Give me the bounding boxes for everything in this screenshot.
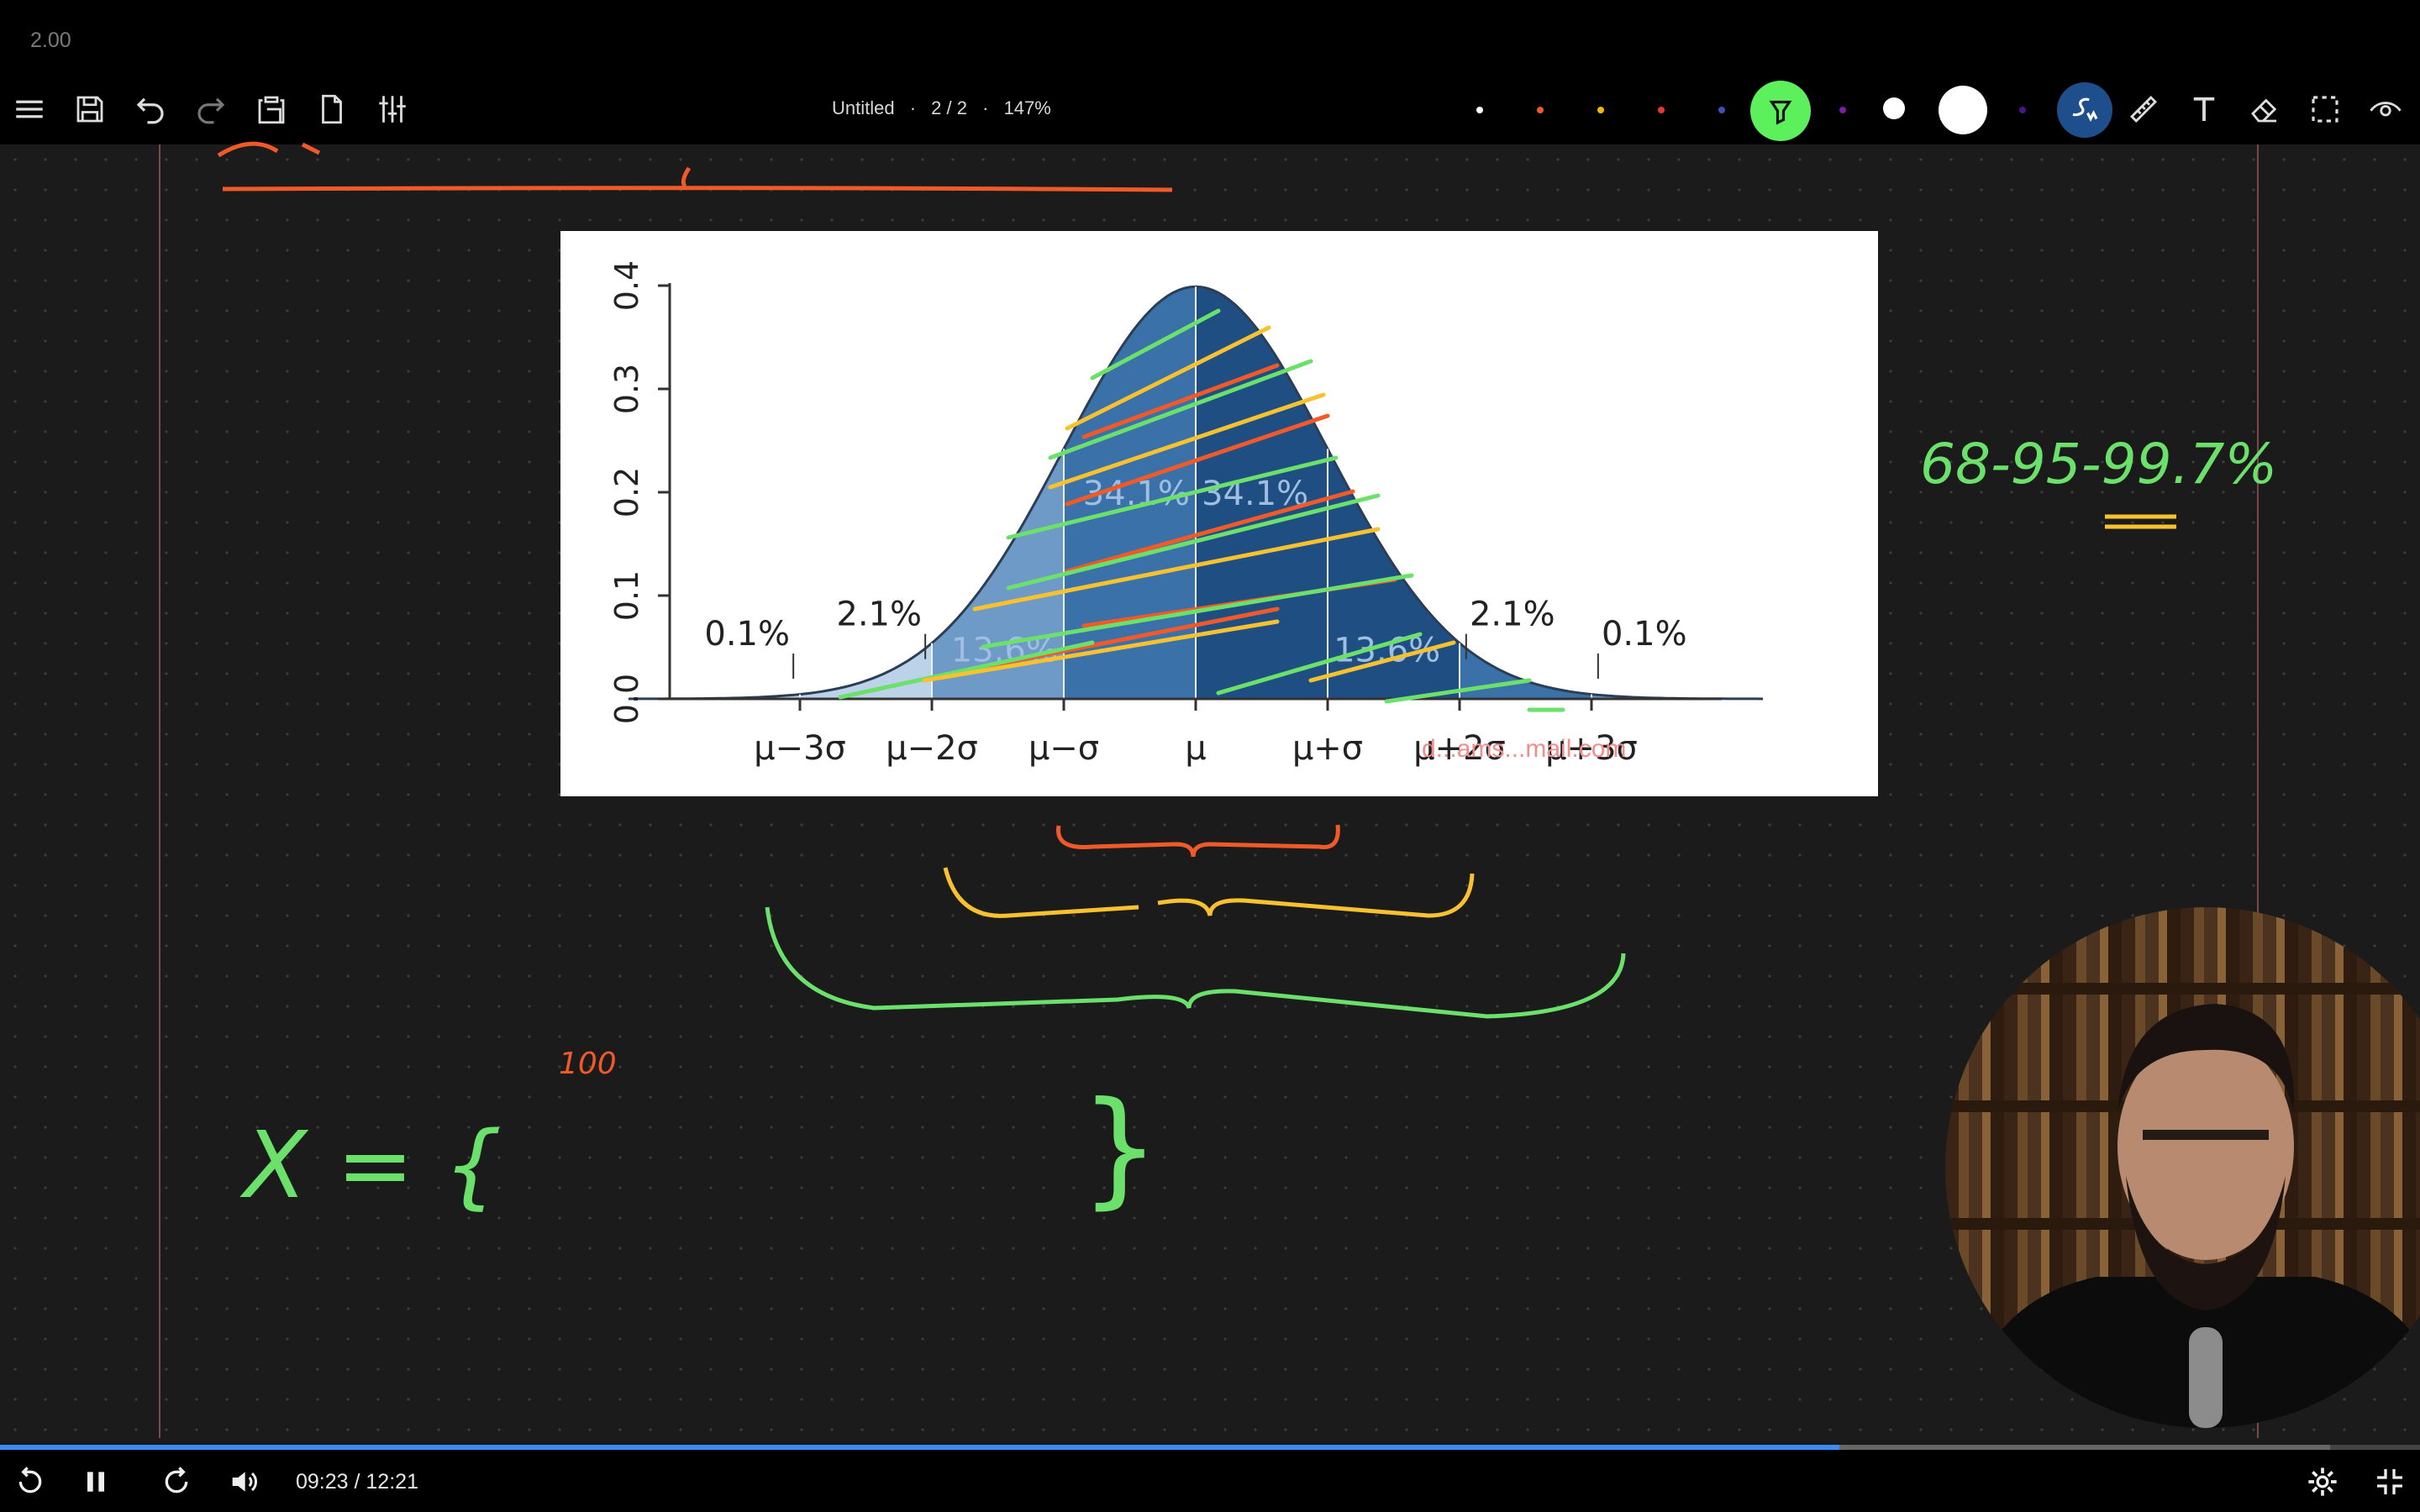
x-tick-label: μ+σ xyxy=(1292,729,1363,768)
pen-color-red[interactable] xyxy=(1658,107,1665,113)
area-band xyxy=(800,643,932,699)
time-separator: / xyxy=(348,1470,366,1494)
page-margin-right xyxy=(2257,144,2259,1438)
normal-distribution-figure: μ−3σ μ−2σ μ−σ μ μ+σ μ+2σ μ+3σ 0.00.10.20.30.4 … xyxy=(560,231,1878,796)
percent-label: 13.6% xyxy=(1334,632,1440,670)
zoom-level: 147% xyxy=(1003,97,1051,118)
presenter-silhouette xyxy=(1962,1004,2420,1428)
percent-label: 34.1% xyxy=(1202,475,1308,513)
x-tick-label: μ+3σ xyxy=(1545,729,1638,768)
presenter-webcam xyxy=(1945,907,2420,1428)
pause-icon[interactable] xyxy=(76,1462,116,1502)
eraser-icon[interactable] xyxy=(2244,88,2286,130)
y-tick-label: 0.0 xyxy=(608,674,645,724)
time-display: 09:23 / 12:21 xyxy=(296,1470,418,1494)
stroke-size-small[interactable] xyxy=(1883,97,1905,119)
area-band xyxy=(1460,643,1591,699)
eye-icon[interactable] xyxy=(2365,88,2407,130)
separator: · xyxy=(909,97,917,118)
x-tick-label: μ−σ xyxy=(1028,729,1099,768)
pen-color-white[interactable] xyxy=(1476,107,1483,113)
pen-color-purple[interactable] xyxy=(1839,107,1846,113)
y-tick-label: 0.2 xyxy=(608,467,645,517)
pen-color-orange[interactable] xyxy=(1537,107,1544,113)
clipboard-icon[interactable] xyxy=(250,88,292,130)
page-counter: 2 / 2 xyxy=(931,97,967,118)
sliders-icon[interactable] xyxy=(371,88,413,130)
ruler-icon[interactable] xyxy=(2123,88,2165,130)
watermark: d...ams...mail.com xyxy=(1422,735,1626,763)
text-icon[interactable] xyxy=(2183,88,2225,130)
percent-label: 13.6% xyxy=(951,632,1058,670)
x-tick-label: μ+2σ xyxy=(1413,729,1506,768)
percent-label: 2.1% xyxy=(1470,596,1555,634)
pen-color-yellow[interactable] xyxy=(1597,107,1604,113)
stroke-size-large[interactable] xyxy=(1939,86,1987,134)
document-title: Untitled xyxy=(832,97,895,118)
time-total: 12:21 xyxy=(366,1470,418,1494)
volume-icon[interactable] xyxy=(224,1462,264,1502)
pen-color-blue[interactable] xyxy=(1718,107,1725,113)
page-icon[interactable] xyxy=(311,88,353,130)
progress-bar[interactable] xyxy=(0,1445,2420,1450)
percent-label: 34.1% xyxy=(1083,475,1190,513)
save-icon[interactable] xyxy=(69,88,111,130)
separator: · xyxy=(982,97,989,118)
y-tick-label: 0.4 xyxy=(608,260,645,311)
highlighter-icon[interactable] xyxy=(1750,81,1811,141)
pen-color-indigo[interactable] xyxy=(2019,107,2026,113)
rewind-icon[interactable] xyxy=(10,1462,50,1502)
x-tick-label: μ xyxy=(1185,729,1206,768)
y-tick-label: 0.1 xyxy=(608,570,645,621)
settings-gear-icon[interactable] xyxy=(2302,1462,2343,1502)
progress-played xyxy=(0,1445,1839,1450)
menu-icon[interactable] xyxy=(8,88,50,130)
shape-pen-icon[interactable] xyxy=(2057,82,2112,138)
y-tick-label: 0.3 xyxy=(608,364,645,414)
time-current: 09:23 xyxy=(296,1470,349,1494)
document-info: Untitled · 2 / 2 · 147% xyxy=(832,97,1061,119)
percent-label: 0.1% xyxy=(1602,615,1687,654)
x-tick-label: μ−2σ xyxy=(886,729,978,768)
redo-icon[interactable] xyxy=(190,88,232,130)
percent-label: 2.1% xyxy=(836,596,922,634)
forward-icon[interactable] xyxy=(156,1462,197,1502)
playback-speed: 2.00 xyxy=(30,29,71,52)
percent-label: 0.1% xyxy=(704,615,790,654)
page-margin-left xyxy=(159,144,160,1438)
lasso-select-icon[interactable] xyxy=(2304,88,2346,130)
exit-fullscreen-icon[interactable] xyxy=(2370,1462,2410,1502)
undo-icon[interactable] xyxy=(129,88,171,130)
player-controls xyxy=(0,1445,2420,1512)
top-toolbar xyxy=(0,0,2420,144)
x-tick-label: μ−3σ xyxy=(754,729,846,768)
density-curve xyxy=(628,285,1764,701)
